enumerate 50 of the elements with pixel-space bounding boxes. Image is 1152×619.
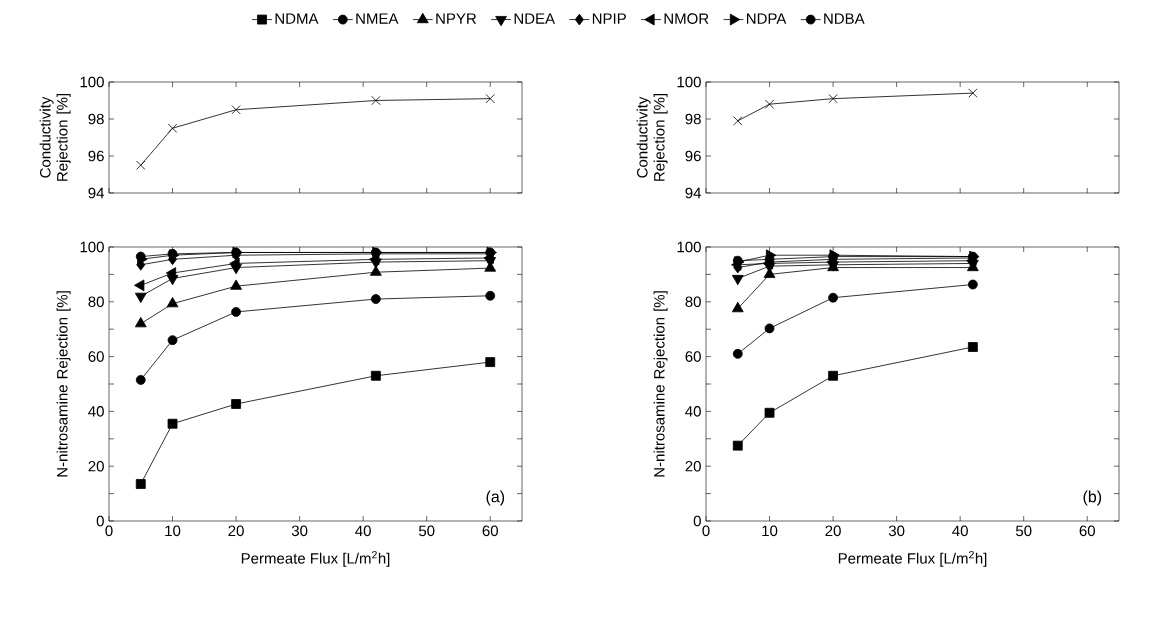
x-tick-label: 30	[291, 525, 308, 537]
x-tick-label: 40	[355, 525, 371, 537]
y-tick-label: 0	[96, 515, 104, 527]
y-tick-label: 96	[88, 150, 104, 162]
legend-label: NDMA	[275, 13, 319, 24]
y-tick-label: 98	[88, 113, 104, 125]
x-tick-label: 10	[165, 525, 181, 537]
x-tick-label: 30	[888, 525, 905, 537]
x-tick-label: 0	[105, 525, 113, 537]
y-tick-label: 100	[80, 76, 104, 88]
x-axis-title: Permeate Flux [L/m$^{2}$h]	[838, 551, 987, 567]
x-tick-label: 60	[1079, 525, 1095, 537]
legend-label: NMEA	[356, 13, 399, 24]
legend-label: NPYR	[436, 13, 477, 24]
x-tick-label: 10	[762, 525, 778, 537]
y-tick-label: 20	[88, 460, 104, 472]
y-tick-label: 80	[88, 296, 104, 308]
x-tick-label: 20	[825, 525, 841, 537]
legend-label: NPIP	[592, 13, 626, 24]
x-tick-label: 50	[1015, 525, 1032, 537]
x-tick-label: 40	[952, 525, 968, 537]
y-tick-label: 40	[685, 406, 701, 417]
annotation: (b)	[1083, 490, 1102, 506]
y-tick-label: 60	[685, 351, 701, 362]
y-tick-label: 40	[88, 406, 104, 417]
x-tick-label: 50	[418, 525, 435, 537]
x-tick-label: 0	[702, 525, 710, 537]
legend-label: NMOR	[664, 13, 709, 24]
y-tick-label: 96	[685, 150, 701, 162]
x-axis-title: Permeate Flux [L/m$^{2}$h]	[241, 551, 390, 567]
y-tick-label: 60	[88, 351, 104, 362]
y-tick-label: 100	[80, 241, 104, 253]
legend-label: NDEA	[514, 13, 556, 24]
y-tick-label: 0	[693, 515, 701, 527]
annotation: (a)	[486, 490, 505, 506]
y-tick-label: 94	[685, 187, 702, 199]
x-tick-label: 20	[228, 525, 244, 537]
y-tick-label: 100	[677, 76, 701, 88]
legend-label: NDPA	[747, 13, 787, 24]
y-tick-label: 80	[685, 296, 701, 308]
x-tick-label: 60	[482, 525, 498, 537]
y-axis-title: Conductivity Rejection [%]	[636, 93, 668, 181]
y-tick-label: 100	[677, 241, 701, 253]
y-tick-label: 98	[685, 113, 701, 125]
y-tick-label: 20	[685, 460, 701, 472]
y-tick-label: 94	[88, 187, 105, 199]
y-axis-title: N-nitrosamine Rejection [%]	[56, 291, 71, 477]
y-axis-title: Conductivity Rejection [%]	[39, 93, 71, 181]
y-axis-title: N-nitrosamine Rejection [%]	[653, 291, 668, 477]
legend-label: NDBA	[824, 13, 865, 24]
